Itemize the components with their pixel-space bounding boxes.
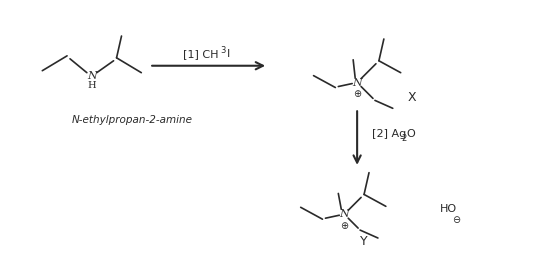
- Text: O: O: [407, 129, 415, 139]
- Text: N-ethylpropan-2-amine: N-ethylpropan-2-amine: [72, 115, 193, 125]
- Text: ⊕: ⊕: [340, 221, 348, 231]
- Text: N: N: [352, 78, 362, 88]
- Text: H: H: [88, 81, 96, 90]
- Text: 2: 2: [401, 133, 407, 143]
- Text: N: N: [339, 209, 349, 219]
- Text: [1] CH: [1] CH: [183, 49, 219, 59]
- Text: I: I: [227, 49, 230, 59]
- Text: Y: Y: [360, 235, 368, 249]
- Text: ⊖: ⊖: [452, 215, 460, 225]
- Text: X: X: [407, 91, 416, 104]
- Text: HO: HO: [440, 204, 457, 214]
- Text: ⊕: ⊕: [353, 90, 361, 100]
- Text: 3: 3: [220, 46, 225, 55]
- Text: N: N: [87, 71, 97, 81]
- Text: [2] Ag: [2] Ag: [372, 129, 406, 139]
